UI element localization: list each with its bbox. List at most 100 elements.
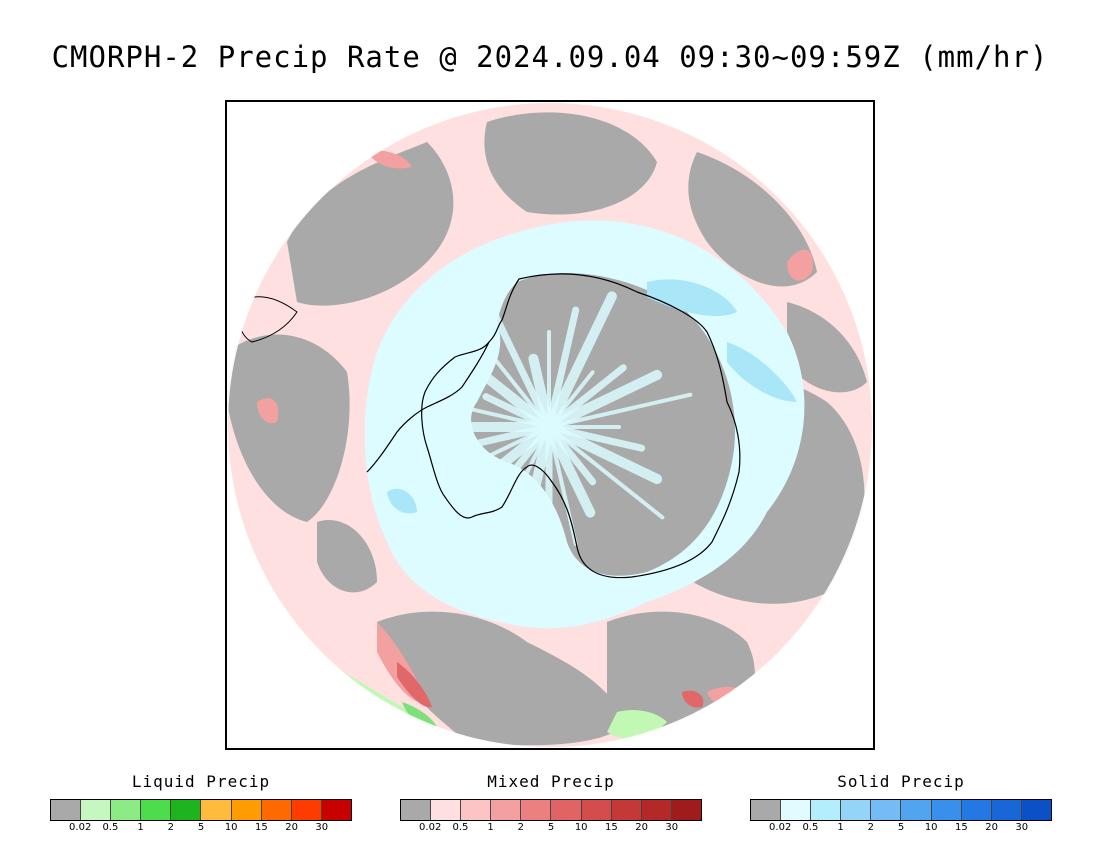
tick-label: 1 [837, 822, 844, 833]
solid-precip-streak [547, 425, 665, 520]
tick-label: 30 [665, 822, 679, 833]
no-precip-region [317, 520, 377, 593]
legend-liquid-precip: Liquid Precip 0.02 0.5 1 2 5 10 15 20 30 [50, 772, 352, 836]
tick-label: 0.5 [102, 822, 119, 833]
no-precip-region [287, 142, 454, 306]
tick-labels: 0.02 0.5 1 2 5 10 15 20 30 [400, 822, 702, 836]
map-title: CMORPH-2 Precip Rate @ 2024.09.04 09:30~… [51, 40, 1049, 74]
solid-precip-streak [544, 422, 596, 518]
color-swatch [461, 800, 492, 820]
solid-precip-streak [528, 353, 554, 432]
tick-label: 2 [867, 822, 874, 833]
mixed-precip-moderate [787, 249, 813, 281]
color-swatch [521, 800, 552, 820]
solid-precip-streak [544, 369, 663, 432]
legend-mixed-precip: Mixed Precip 0.02 0.5 1 2 5 10 15 20 30 [400, 772, 702, 836]
solid-precip-streak [430, 422, 554, 523]
tick-label: 30 [1015, 822, 1029, 833]
no-precip-region [484, 112, 657, 215]
solid-precip-streak [544, 291, 617, 432]
mixed-precip-heavy [682, 690, 704, 708]
color-scale [750, 799, 1052, 821]
solid-precip-streak [544, 422, 663, 485]
tick-label: 15 [955, 822, 968, 833]
liquid-precip-moderate [402, 702, 437, 728]
no-precip-region [227, 334, 350, 522]
legend-title: Mixed Precip [487, 772, 615, 791]
solid-precip-moderate [387, 488, 417, 514]
color-scale [400, 799, 702, 821]
tick-label: 10 [224, 822, 238, 833]
color-swatch [671, 800, 701, 820]
color-swatch [751, 800, 782, 820]
mixed-precip-heavy [397, 662, 432, 708]
color-swatch [51, 800, 82, 820]
color-swatch [781, 800, 812, 820]
tick-label: 10 [924, 822, 938, 833]
color-swatch [871, 800, 902, 820]
color-swatch [991, 800, 1022, 820]
no-precip-region [787, 302, 867, 393]
tick-label: 1 [487, 822, 494, 833]
tick-labels: 0.02 0.5 1 2 5 10 15 20 30 [750, 822, 1052, 836]
color-swatch [231, 800, 262, 820]
mixed-precip-moderate [257, 398, 279, 424]
no-precip-region [377, 611, 627, 746]
legend-solid-precip: Solid Precip 0.02 0.5 1 2 5 10 15 20 30 [750, 772, 1052, 836]
tick-label: 0.02 [69, 822, 92, 833]
tick-label: 10 [574, 822, 588, 833]
tick-label: 15 [605, 822, 618, 833]
solid-precip-streak [469, 362, 554, 432]
antarctic-peninsula-coastline [366, 341, 490, 473]
solid-precip-streak [528, 422, 554, 501]
color-swatch [141, 800, 172, 820]
tick-label: 0.02 [769, 822, 792, 833]
solid-precip-streak [547, 392, 693, 429]
color-swatch [811, 800, 842, 820]
solid-precip-streak [482, 292, 553, 431]
antarctic-coastline [421, 273, 741, 579]
polar-precip-map [225, 100, 875, 750]
legend-title: Solid Precip [837, 772, 965, 791]
color-swatch [961, 800, 992, 820]
color-swatch [201, 800, 232, 820]
color-swatch [321, 800, 351, 820]
tick-label: 20 [985, 822, 998, 833]
color-swatch [1021, 800, 1051, 820]
tick-label: 1 [137, 822, 144, 833]
legend-title: Liquid Precip [131, 772, 271, 791]
solid-precip-streak [505, 425, 551, 515]
tick-label: 5 [197, 822, 205, 833]
no-precip-region [688, 152, 817, 287]
precip-field [227, 102, 873, 748]
mixed-precip-moderate [367, 150, 412, 169]
tick-label: 5 [547, 822, 555, 833]
color-swatch [841, 800, 872, 820]
tick-label: 0.5 [802, 822, 819, 833]
continent-interior [471, 273, 735, 576]
tick-label: 0.02 [419, 822, 442, 833]
tick-label: 5 [897, 822, 905, 833]
color-swatch [401, 800, 432, 820]
color-swatch [431, 800, 462, 820]
color-swatch [581, 800, 612, 820]
color-scale [50, 799, 352, 821]
color-swatch [641, 800, 672, 820]
tick-label: 0.5 [452, 822, 469, 833]
tick-label: 30 [315, 822, 329, 833]
tick-label: 15 [255, 822, 268, 833]
color-swatch [111, 800, 142, 820]
color-swatch [491, 800, 522, 820]
color-swatch [611, 800, 642, 820]
tick-label: 20 [285, 822, 298, 833]
color-swatch [171, 800, 202, 820]
color-swatch [931, 800, 962, 820]
solid-precip-moderate [647, 279, 737, 317]
color-swatch [901, 800, 932, 820]
mixed-precip-moderate [707, 686, 747, 708]
color-swatch [81, 800, 112, 820]
solid-precip-streak [405, 392, 551, 429]
color-swatch [261, 800, 292, 820]
color-swatch [551, 800, 582, 820]
tick-labels: 0.02 0.5 1 2 5 10 15 20 30 [50, 822, 352, 836]
